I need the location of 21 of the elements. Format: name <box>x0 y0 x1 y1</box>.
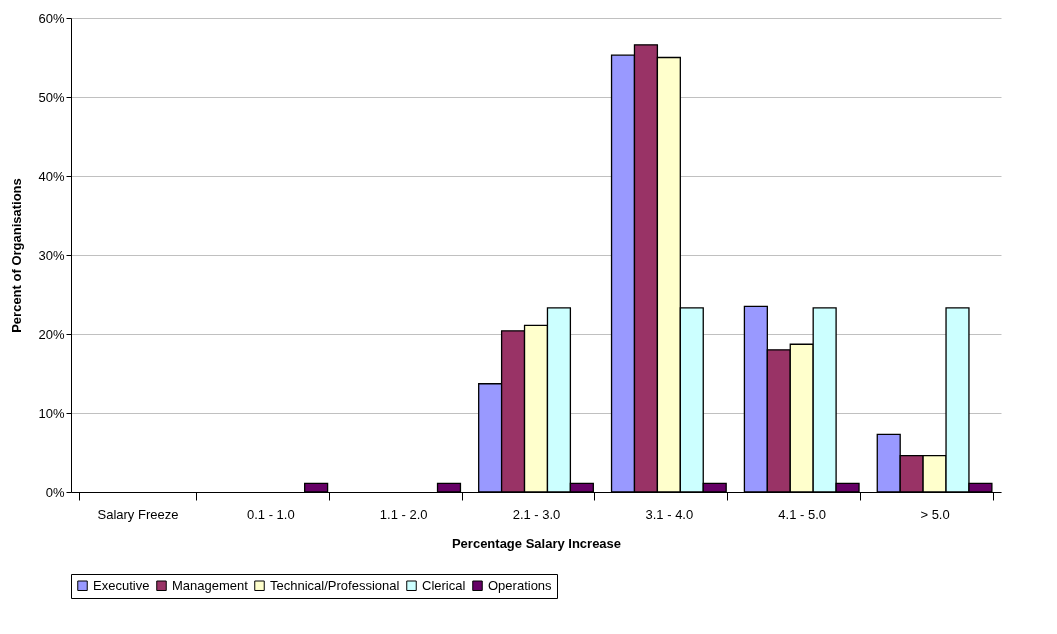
y-tick-label: 20% <box>38 326 65 342</box>
x-tick-label: 2.1 - 3.0 <box>512 506 561 522</box>
y-axis-title: Percent of Organisations <box>9 178 25 333</box>
legend-label: Executive <box>93 577 150 593</box>
x-tick-label: 4.1 - 5.0 <box>778 506 827 522</box>
y-tick-label: 50% <box>38 89 65 105</box>
y-tick-label: 60% <box>38 10 65 26</box>
legend-label: Management <box>172 577 249 593</box>
x-tick-label: 0.1 - 1.0 <box>246 506 295 522</box>
y-tick-label: 0% <box>45 484 65 500</box>
x-tick-label: 1.1 - 2.0 <box>379 506 428 522</box>
y-tick-label: 30% <box>38 247 65 263</box>
x-tick-label: Salary Freeze <box>97 506 179 522</box>
x-tick-label: > 5.0 <box>920 506 950 522</box>
x-axis-title: Percentage Salary Increase <box>451 535 622 551</box>
y-tick-label: 10% <box>38 405 65 421</box>
x-tick-label: 3.1 - 4.0 <box>645 506 694 522</box>
legend-label: Clerical <box>422 577 466 593</box>
y-tick-label: 40% <box>38 168 65 184</box>
legend-label: Technical/Professional <box>270 577 400 593</box>
legend-label: Operations <box>488 577 553 593</box>
